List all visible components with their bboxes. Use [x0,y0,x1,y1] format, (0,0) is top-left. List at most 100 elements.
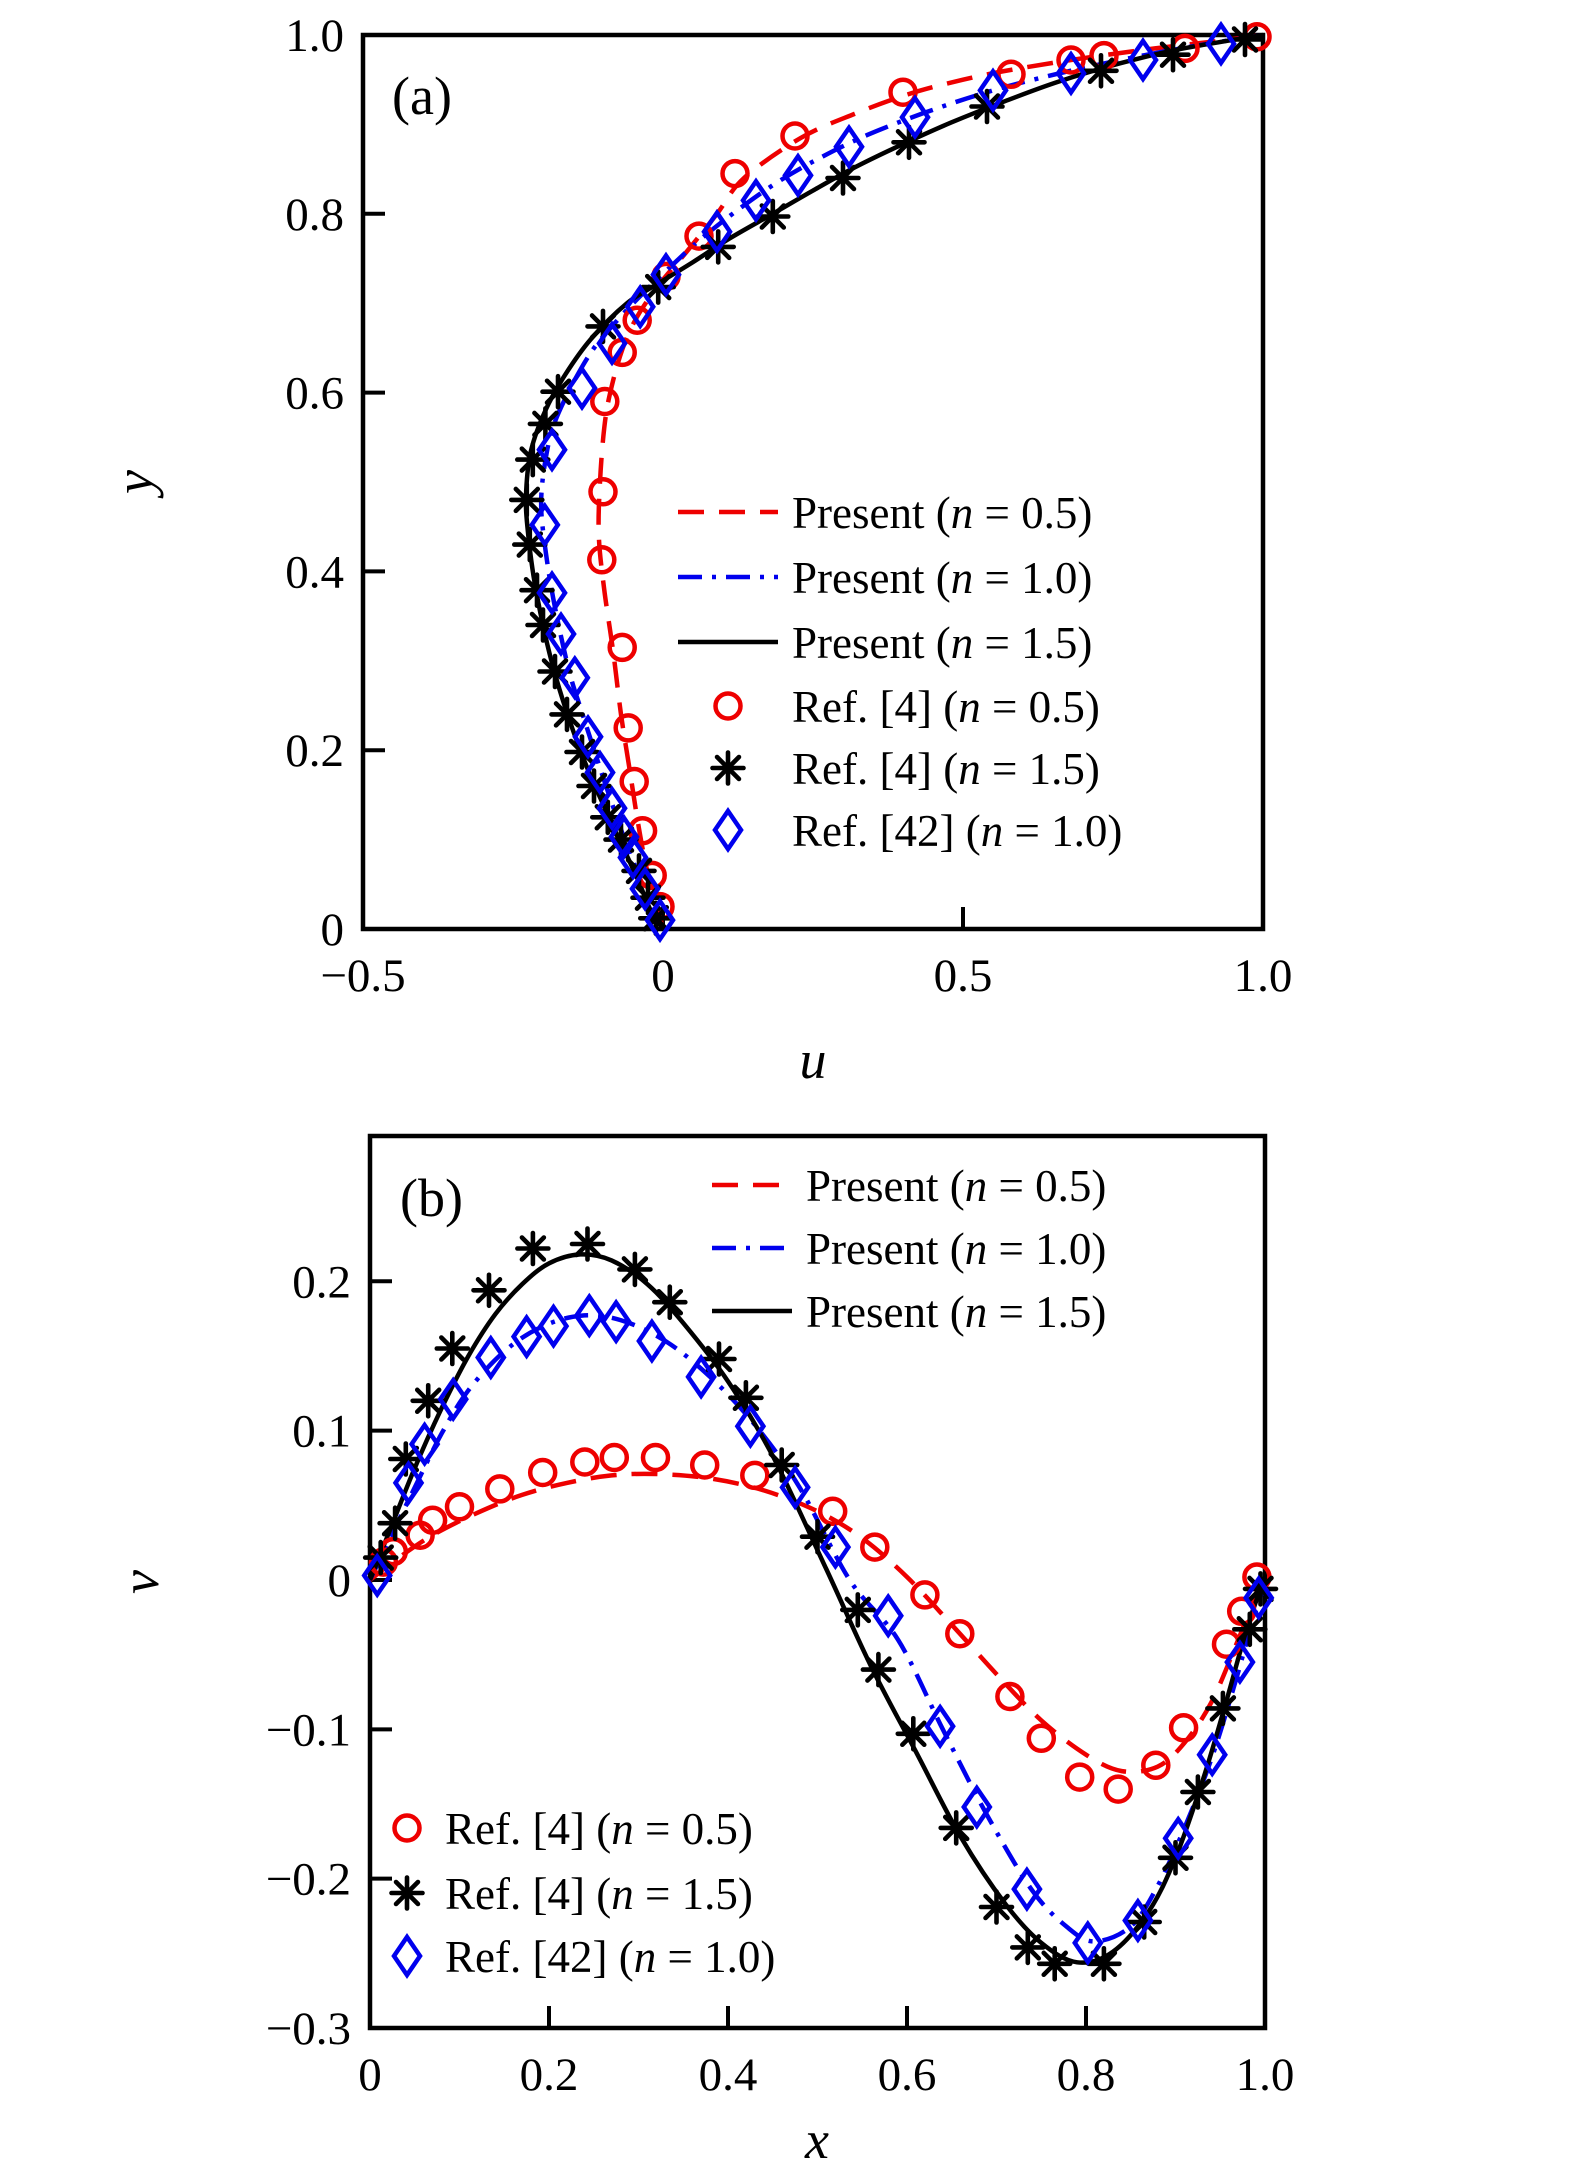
circle-marker [817,1496,848,1527]
asterisk-marker [511,526,548,563]
asterisk-marker [387,1441,424,1477]
diamond-marker [1205,20,1237,67]
y-tick-label: 0.2 [292,1256,351,1308]
asterisk-marker [540,373,576,410]
diamond-marker [1242,1574,1275,1621]
legend-entry: Ref. [4] (n = 0.5) [713,682,1100,732]
asterisk-marker [1010,1929,1046,1966]
markers-ref42-n1.0 [361,1292,1275,1966]
diamond-marker [636,1318,668,1364]
asterisk-marker [1205,1690,1241,1727]
asterisk-marker [969,88,1005,125]
y-tick-label: −0.3 [266,2003,351,2055]
diamond-marker [392,1459,425,1506]
circle-marker [860,1532,890,1562]
x-tick-label: 0.5 [934,950,993,1002]
markers [508,20,1272,944]
markers [361,1226,1279,1982]
diamond-marker [529,501,561,548]
asterisk-marker [710,750,746,786]
diamond-marker [596,785,628,832]
legend: Ref. [4] (n = 0.5) Ref. [4] (n = 1.5) Ref.… [389,1804,775,1982]
x-axis-label: u [800,1030,827,1090]
legend-label: Present (n = 1.0) [792,553,1092,603]
y-tick-label: −0.1 [266,1704,351,1756]
legend-entry: Present (n = 0.5) [712,1161,1106,1211]
diamond-marker [573,1292,606,1339]
diamond-marker [977,67,1009,114]
axis-ticks: 0 0.2 0.4 0.6 0.8 1.0 0.2 0.1 0 −0.1 −0.2 −0.3 [266,1256,1295,2101]
diamond-marker [537,1303,570,1350]
circle-marker [619,766,649,797]
circle-marker [1168,1713,1199,1743]
axes-frame [360,32,1266,932]
diamond-marker [361,1552,393,1599]
diamond-marker [559,654,591,701]
asterisk-marker [377,1505,413,1541]
circle-marker [945,1618,975,1649]
legend-entry: Ref. [4] (n = 0.5) [392,1804,753,1854]
circle-marker [1064,1762,1095,1792]
legend: Present (n = 0.5) Present (n = 1.0) Presen… [712,1161,1106,1337]
circle-marker [599,1442,630,1473]
markers-ref4-n1.5 [362,1226,1279,1982]
legend-label: Present (n = 1.5) [792,618,1092,668]
legend-entry: Ref. [42] (n = 1.0) [391,1932,775,1982]
legend-label: Present (n = 1.5) [806,1287,1106,1337]
legend-entry: Ref. [4] (n = 1.5) [710,744,1100,794]
circle-marker [1026,1723,1057,1754]
circle-marker [740,1460,770,1491]
y-axis-label: v [110,1570,170,1594]
x-tick-label: 0 [651,950,675,1002]
circle-marker [444,1492,475,1522]
diamond-marker [644,897,676,944]
diamond-marker [899,94,931,141]
diamond-marker [1055,50,1087,97]
diamond-marker [584,749,616,796]
diamond-marker [650,251,682,298]
y-tick-label: 0.4 [285,546,344,598]
legend-entry: Present (n = 1.5) [712,1287,1106,1337]
markers-ref42-n1.0 [529,20,1237,944]
diamond-marker [545,611,577,657]
asterisk-marker [825,160,861,196]
panel-b: 0 0.2 0.4 0.6 0.8 1.0 0.2 0.1 0 −0.1 −0.2 −0.3 x v (b)… [110,1133,1295,2170]
asterisk-marker [938,1810,975,1846]
circle-marker [485,1474,515,1504]
circle-marker [392,1813,422,1843]
asterisk-marker [1180,1774,1216,1810]
circle-marker [1141,1750,1171,1780]
y-tick-label: 0.2 [285,725,344,777]
diamond-marker [1011,1866,1043,1913]
x-axis-label: x [804,2110,829,2170]
diamond-marker [510,1313,543,1360]
y-tick-label: 0.8 [285,189,344,241]
asterisk-marker [471,1272,507,1309]
x-tick-label: 0.6 [878,2049,937,2101]
asterisk-marker [728,1380,764,1416]
line-present-n0.5 [596,32,1264,930]
legend-label: Present (n = 0.5) [806,1161,1106,1211]
legend-label: Ref. [4] (n = 1.5) [445,1869,753,1919]
circle-marker [713,691,743,721]
diamond-marker [608,813,640,860]
y-tick-label: 0 [321,904,345,956]
x-tick-label: 0.2 [520,2049,579,2101]
legend-entry: Present (n = 0.5) [678,488,1092,538]
legend-entry: Present (n = 1.0) [678,553,1092,603]
legend-entry: Present (n = 1.0) [712,1224,1106,1274]
circle-marker [622,305,652,335]
circle-marker [613,713,643,743]
asterisk-marker [1155,36,1191,73]
y-tick-label: −0.2 [266,1854,351,1906]
y-tick-label: 0.6 [285,368,344,420]
circle-marker [780,121,810,151]
asterisk-marker [763,1447,800,1483]
diamond-marker [819,1524,852,1571]
asterisk-marker [895,1716,932,1752]
asterisk-marker [434,1330,471,1367]
diamond-marker [475,1334,507,1381]
x-tick-label: 0 [358,2049,382,2101]
legend-label: Present (n = 1.0) [806,1224,1106,1274]
panel-a: −0.5 0 0.5 1.000.20.40.60.81.0uy(a)Present … [104,10,1292,1090]
